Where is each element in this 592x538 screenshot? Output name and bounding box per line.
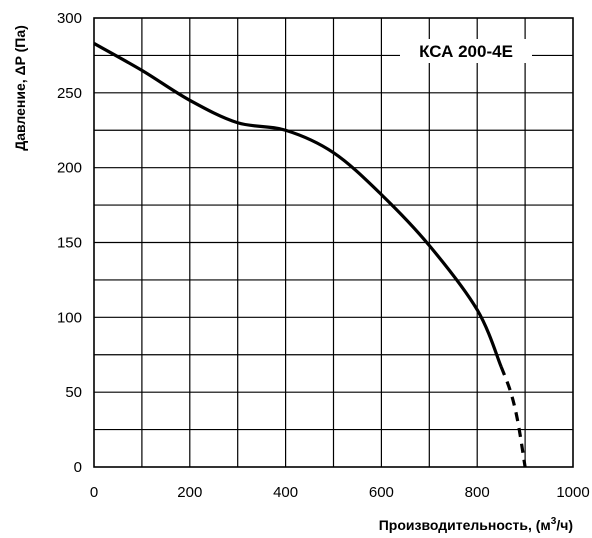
y-tick-label: 250: [57, 85, 82, 102]
y-axis-label: Давление, ΔP (Па): [12, 25, 28, 151]
model-label-box: КСА 200-4Е: [400, 39, 532, 63]
y-tick-label: 300: [57, 10, 82, 27]
pressure-curve: [93, 42, 503, 368]
x-tick-label: 800: [465, 484, 490, 501]
x-tick-label: 1000: [556, 484, 589, 501]
y-tick-label: 200: [57, 160, 82, 177]
x-tick-label: 200: [177, 484, 202, 501]
y-tick-label: 0: [74, 459, 82, 476]
x-axis-label: Производительность, (м3/ч): [379, 516, 573, 533]
x-tick-label: 0: [90, 484, 98, 501]
y-tick-label: 150: [57, 235, 82, 252]
y-axis-ticks: 0 50 100 150 200 250 300: [57, 10, 82, 476]
model-label: КСА 200-4Е: [419, 42, 513, 61]
x-axis-label-main: Производительность, (м: [379, 517, 551, 533]
x-axis-label-tail: /ч): [556, 517, 573, 533]
plot-frame: [93, 17, 574, 468]
x-axis-label-sup: 3: [551, 516, 557, 527]
x-axis-ticks: 0 200 400 600 800 1000: [90, 484, 590, 501]
y-tick-label: 50: [65, 384, 82, 401]
chart-grid: [94, 18, 573, 467]
y-tick-label: 100: [57, 309, 82, 326]
pressure-curve-dashed: [499, 366, 527, 468]
x-tick-label: 400: [273, 484, 298, 501]
x-tick-label: 600: [369, 484, 394, 501]
chart-series: [93, 42, 527, 468]
